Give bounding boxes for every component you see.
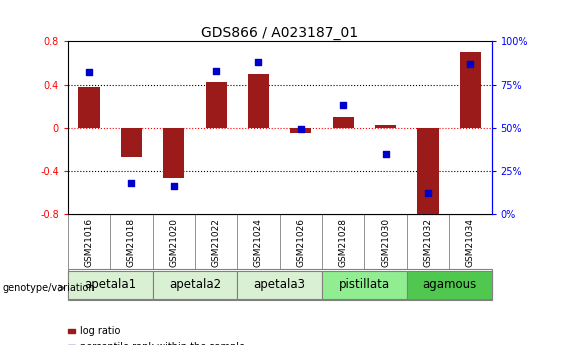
Text: apetala1: apetala1 (84, 278, 136, 291)
Text: log ratio: log ratio (80, 326, 120, 336)
Text: GSM21016: GSM21016 (85, 218, 93, 267)
FancyBboxPatch shape (237, 270, 322, 298)
Point (424, 190, 433, 196)
Text: pistillata: pistillata (339, 278, 390, 291)
Text: percentile rank within the sample: percentile rank within the sample (80, 342, 245, 345)
Bar (68, 329, 75, 333)
Text: GSM21024: GSM21024 (254, 218, 263, 267)
Bar (79, 87, 99, 128)
Text: GSM21020: GSM21020 (170, 218, 178, 267)
FancyBboxPatch shape (322, 270, 407, 298)
Text: GSM21032: GSM21032 (424, 218, 432, 267)
Text: GSM21026: GSM21026 (297, 218, 305, 267)
Text: GSM21034: GSM21034 (466, 218, 475, 267)
Point (381, 151, 390, 156)
Text: agamous: agamous (422, 278, 476, 291)
Text: apetala3: apetala3 (254, 278, 306, 291)
Bar (418, 128, 438, 219)
Bar (333, 117, 354, 128)
Point (254, 59, 263, 65)
FancyBboxPatch shape (153, 270, 237, 298)
Bar (121, 128, 142, 157)
Text: genotype/variation: genotype/variation (3, 283, 95, 293)
Text: apetala2: apetala2 (169, 278, 221, 291)
Bar (375, 126, 396, 128)
Bar (290, 128, 311, 133)
Point (296, 127, 305, 132)
Point (466, 61, 475, 67)
Point (85, 70, 94, 75)
Bar (460, 52, 481, 128)
Point (127, 180, 136, 186)
Bar (206, 82, 227, 128)
Point (339, 102, 348, 108)
Point (170, 184, 179, 189)
Title: GDS866 / A023187_01: GDS866 / A023187_01 (201, 26, 358, 40)
Text: GSM21030: GSM21030 (381, 218, 390, 267)
Bar (163, 128, 184, 178)
Bar (248, 74, 269, 128)
Point (211, 68, 220, 73)
FancyBboxPatch shape (68, 270, 153, 298)
Text: GSM21018: GSM21018 (127, 218, 136, 267)
FancyBboxPatch shape (407, 270, 492, 298)
Text: GSM21028: GSM21028 (339, 218, 347, 267)
Text: GSM21022: GSM21022 (212, 218, 220, 267)
